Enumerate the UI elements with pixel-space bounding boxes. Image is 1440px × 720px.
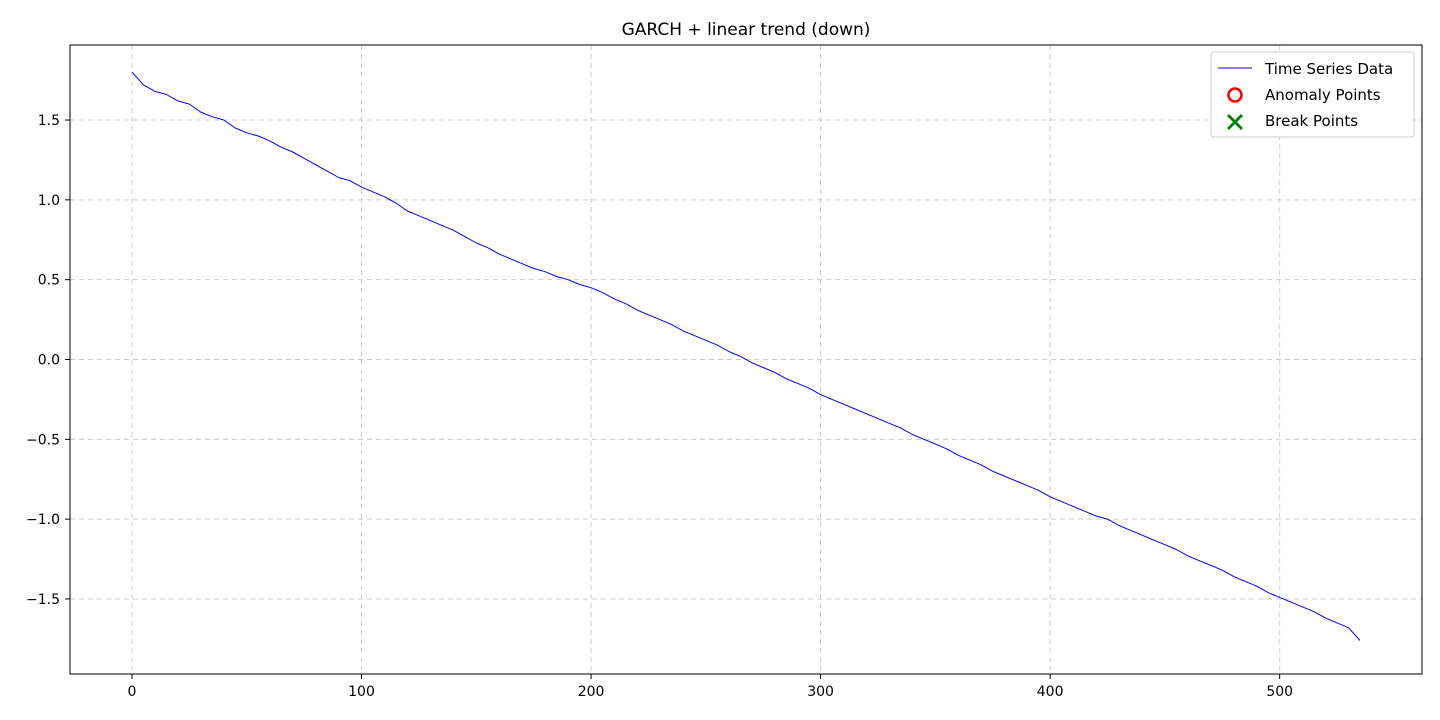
x-tick-label: 200 <box>578 684 605 700</box>
x-tick-label: 500 <box>1266 684 1293 700</box>
x-axis: 0 100 200 300 400 500 <box>128 674 1293 700</box>
y-tick-label: 1.0 <box>38 193 60 209</box>
y-tick-label: 0.5 <box>38 273 60 289</box>
x-tick-label: 100 <box>348 684 375 700</box>
legend-break-x-icon <box>1227 114 1243 130</box>
y-tick-label: −0.5 <box>26 432 60 448</box>
y-axis: −1.5 −1.0 −0.5 0.0 0.5 1.0 1.5 <box>26 113 70 608</box>
y-tick-label: 0.0 <box>38 353 60 369</box>
y-tick-label: 1.5 <box>38 113 60 129</box>
legend-label-series: Time Series Data <box>1264 60 1393 78</box>
legend-label-anomaly: Anomaly Points <box>1265 86 1381 104</box>
chart-title: GARCH + linear trend (down) <box>622 20 871 40</box>
series-layer <box>131 71 1361 641</box>
legend-anomaly-circle-icon <box>1227 87 1243 103</box>
legend-label-break: Break Points <box>1265 112 1358 130</box>
y-tick-label: −1.5 <box>26 592 60 608</box>
x-tick-label: 300 <box>807 684 834 700</box>
legend-box <box>1210 51 1415 138</box>
y-tick-label: −1.0 <box>26 512 60 528</box>
x-tick-label: 0 <box>128 684 137 700</box>
series-line-time-series-data <box>131 71 1361 641</box>
x-tick-label: 400 <box>1037 684 1064 700</box>
legend: Time Series Data Anomaly Points Break Po… <box>1210 51 1415 138</box>
